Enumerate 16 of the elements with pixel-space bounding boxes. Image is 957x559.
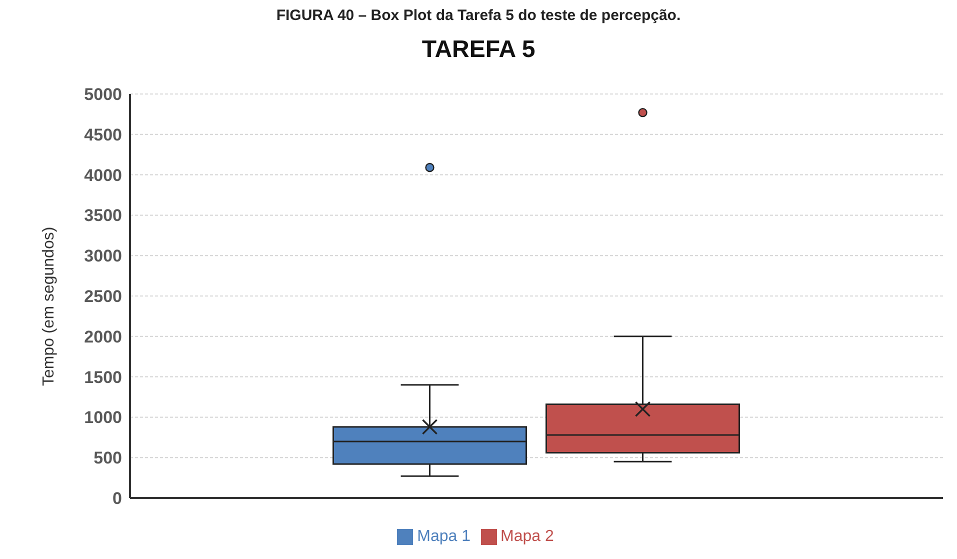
- chart-title: TAREFA 5: [420, 35, 536, 65]
- legend-label: Mapa 1: [417, 528, 470, 545]
- text: FIGURA 40 – Box Plot da Tarefa 5 do teste de percepção.: [275, 7, 682, 26]
- y-tick-label: 1000: [84, 408, 122, 428]
- y-tick-label: 2500: [84, 287, 122, 306]
- y-tick-label: 3500: [84, 206, 122, 226]
- y-tick-label: 4500: [84, 125, 122, 144]
- y-tick-label: 5000: [84, 85, 122, 104]
- y-tick-label: 2000: [84, 327, 122, 346]
- y-tick-label: 3000: [84, 246, 122, 266]
- y-axis-title: Tempo (em segundos): [40, 226, 58, 386]
- y-tick-label: 4000: [84, 166, 122, 185]
- y-tick-label: 1500: [84, 368, 122, 387]
- y-tick-label: 0: [112, 489, 122, 508]
- legend-label: Mapa 2: [500, 528, 554, 545]
- y-tick-label: 500: [94, 448, 122, 468]
